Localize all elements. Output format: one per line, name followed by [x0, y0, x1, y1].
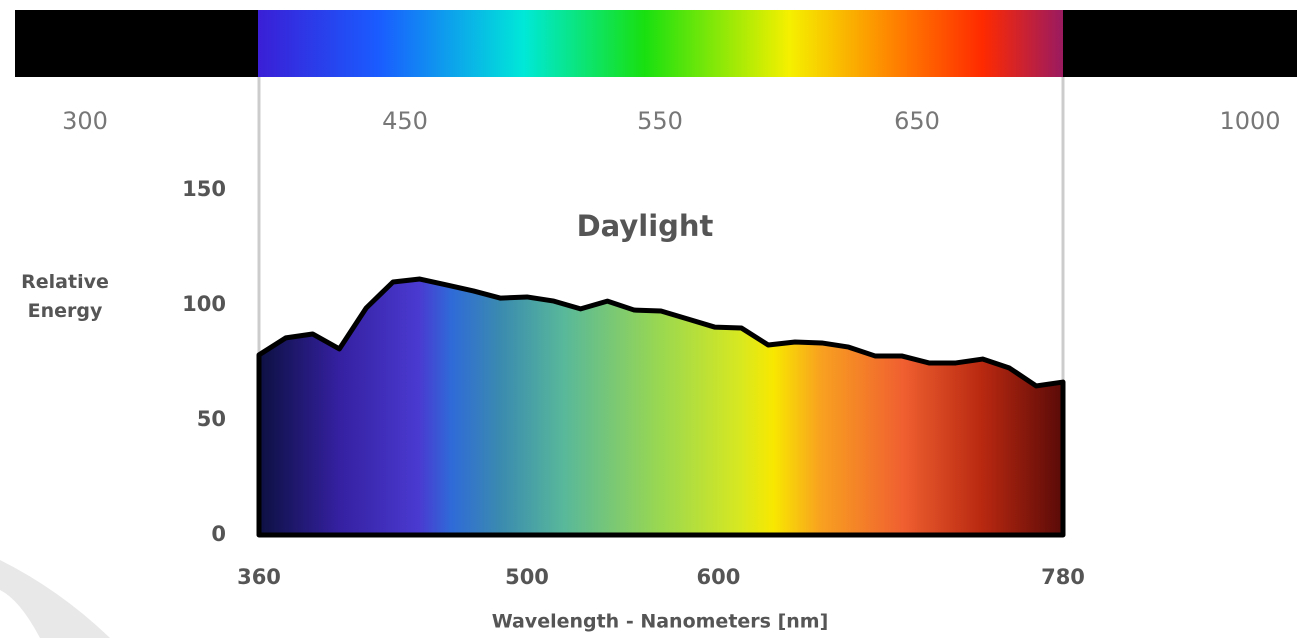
decoration	[0, 560, 110, 638]
chart-title: Daylight	[577, 209, 714, 243]
x-tick-label: 600	[697, 565, 741, 589]
y-tick-label: 0	[211, 522, 226, 546]
spectrum-scale-label: 1000	[1219, 107, 1280, 135]
x-axis-label: Wavelength - Nanometers [nm]	[492, 611, 829, 633]
spectrum-bar	[258, 10, 1063, 77]
x-tick-label: 500	[505, 565, 549, 589]
spectrum-scale-label: 650	[894, 107, 940, 135]
x-tick-label: 360	[237, 565, 281, 589]
y-tick-label: 100	[182, 292, 226, 316]
area	[256, 276, 1066, 538]
y-axis-label: Relative Energy	[21, 271, 109, 322]
x-tick-label: 780	[1041, 565, 1085, 589]
spectrum-scale-label: 300	[62, 107, 108, 135]
y-tick-label: 50	[197, 407, 226, 431]
spectrum-scale-label: 450	[382, 107, 428, 135]
y-tick-label: 150	[182, 177, 226, 201]
spectrum-scale-label: 550	[637, 107, 683, 135]
